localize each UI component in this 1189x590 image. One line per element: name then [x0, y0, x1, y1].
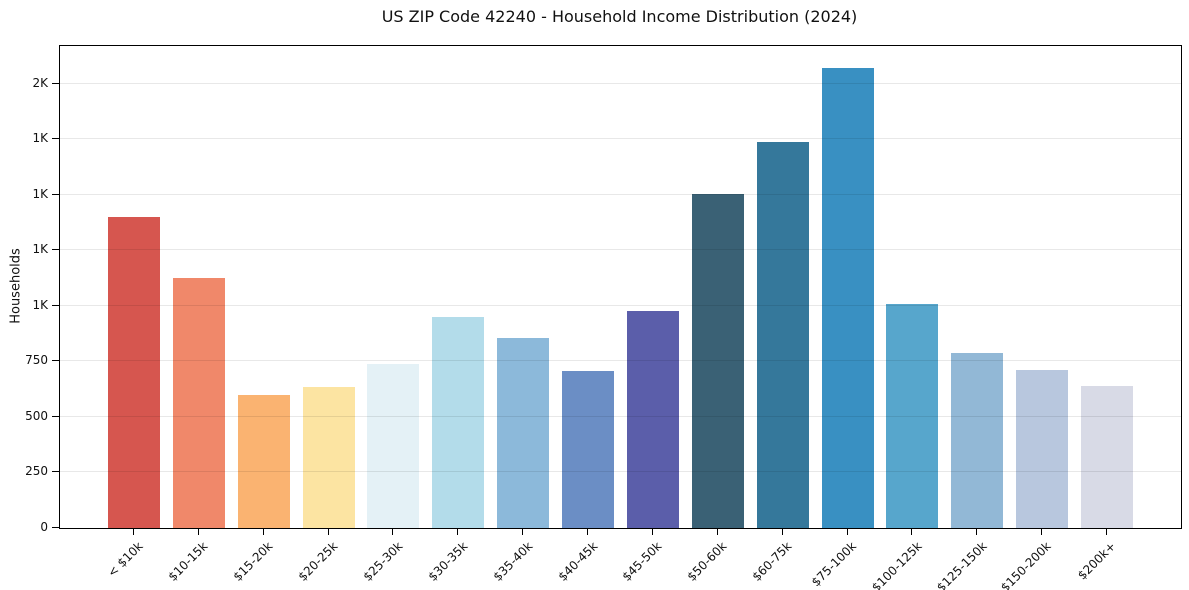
gridline-750 [60, 360, 1181, 362]
y-tick-label: 1K [32, 186, 48, 201]
y-tick-label: 0 [40, 520, 48, 534]
x-tick-label: $75-100k [809, 539, 860, 590]
x-tick-$10-15k [197, 528, 199, 535]
bar-$40-45k [562, 371, 615, 528]
y-tick-label: 1K [32, 297, 48, 312]
gridline-2000 [60, 82, 1181, 84]
y-tick-label: 1K [32, 242, 48, 257]
bar-$150-200k [1016, 370, 1069, 528]
bar-$200k+ [1081, 385, 1133, 528]
bar-$25-30k [367, 363, 420, 528]
x-tick-label: $100-125k [868, 539, 925, 590]
x-tick-$75-100k [846, 528, 848, 535]
x-tick-$125-150k [976, 528, 978, 535]
bar-$15-20k [237, 394, 290, 528]
y-tick-label: 750 [25, 353, 48, 368]
x-tick-$40-45k [587, 528, 589, 535]
y-tick-label: 1K [32, 131, 48, 146]
y-tick-500 [52, 415, 59, 417]
y-tick-1000 [52, 304, 59, 306]
x-tick-label: $50-60k [684, 539, 730, 584]
x-tick-$60-75k [781, 528, 783, 535]
x-tick-$35-40k [522, 528, 524, 535]
y-tick-2000 [52, 82, 59, 84]
x-tick-label: $35-40k [490, 539, 536, 584]
y-tick-750 [52, 360, 59, 362]
bar-$45-50k [626, 311, 679, 528]
x-tick-$50-60k [716, 528, 718, 535]
x-tick-$25-30k [392, 528, 394, 535]
x-tick-label: $15-20k [230, 539, 276, 584]
x-tick-$15-20k [262, 528, 264, 535]
y-tick-0 [52, 527, 59, 528]
chart-title: US ZIP Code 42240 - Household Income Dis… [381, 7, 858, 26]
gridline-250 [60, 471, 1181, 473]
x-tick-label: $45-50k [619, 539, 665, 584]
gridline-1250 [60, 249, 1181, 251]
y-tick-label: 2K [32, 75, 48, 90]
x-tick-label: < $10k [105, 539, 146, 580]
x-tick-$45-50k [651, 528, 653, 535]
bar-$75-100k [821, 68, 874, 528]
x-tick-$30-35k [457, 528, 459, 535]
bar-$35-40k [497, 338, 550, 528]
x-tick-$200k+ [1106, 528, 1107, 535]
y-tick-1250 [52, 249, 59, 251]
x-tick-$100-125k [911, 528, 913, 535]
bar-$100-125k [886, 303, 939, 528]
bar-$10-15k [172, 278, 225, 528]
y-tick-label: 250 [25, 464, 48, 479]
x-tick-< $10k [133, 528, 134, 535]
bar-$125-150k [951, 352, 1004, 528]
gridline-1000 [60, 304, 1181, 306]
y-tick-250 [52, 471, 59, 473]
gridline-1750 [60, 138, 1181, 140]
x-tick-label: $40-45k [555, 539, 600, 584]
bar-$60-75k [756, 141, 809, 528]
bar-$50-60k [691, 193, 744, 528]
y-tick-label: 500 [25, 408, 48, 423]
x-tick-label: $150-200k [998, 539, 1055, 590]
x-tick-label: $25-30k [360, 539, 406, 584]
x-tick-label: $60-75k [749, 539, 795, 584]
x-tick-label: $30-35k [425, 539, 471, 584]
x-tick-label: $125-150k [933, 539, 990, 590]
x-tick-$150-200k [1041, 528, 1043, 535]
x-tick-label: $200k+ [1075, 539, 1119, 583]
gridline-1500 [60, 193, 1181, 195]
y-tick-1750 [52, 138, 59, 140]
x-tick-label: $10-15k [165, 539, 211, 584]
y-tick-1500 [52, 193, 59, 195]
plot-area [59, 45, 1182, 529]
bar-< $10k [108, 217, 160, 528]
x-tick-$20-25k [327, 528, 329, 535]
bar-$20-25k [302, 386, 355, 528]
gridline-500 [60, 415, 1181, 417]
bar-$30-35k [432, 317, 485, 528]
y-axis-label: Households [8, 248, 24, 324]
x-tick-label: $20-25k [295, 539, 341, 584]
